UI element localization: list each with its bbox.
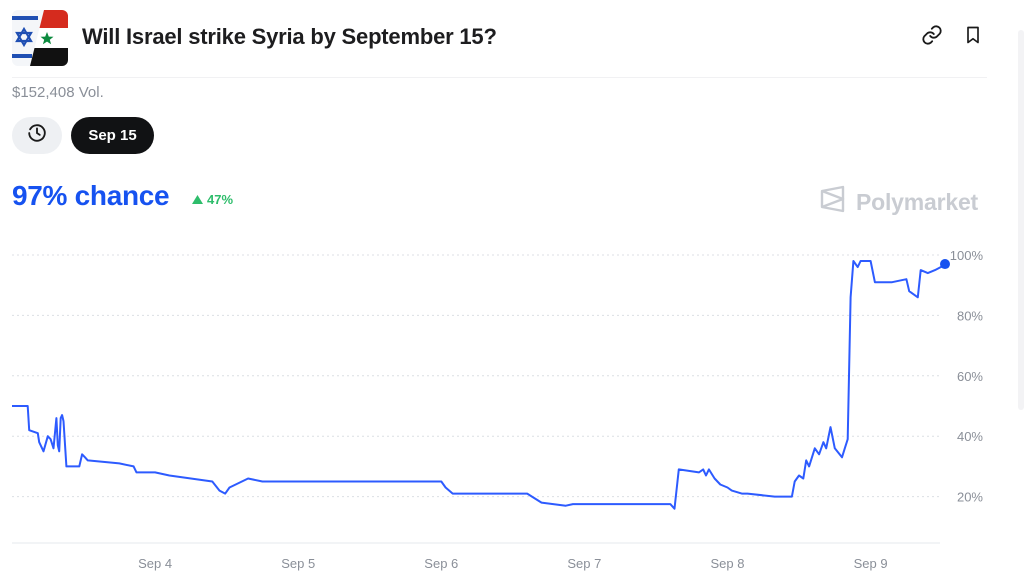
x-tick-label: Sep 9 — [854, 556, 888, 571]
scrollbar[interactable] — [1018, 30, 1024, 410]
triangle-up-icon — [192, 192, 203, 207]
x-tick-label: Sep 6 — [424, 556, 458, 571]
price-line — [12, 260, 946, 510]
bookmark-button[interactable] — [961, 25, 985, 49]
brand-name: Polymarket — [856, 188, 979, 215]
y-tick-label: 60% — [957, 369, 983, 384]
market-title: Will Israel strike Syria by September 15… — [82, 24, 497, 49]
clock-history-icon — [26, 122, 48, 149]
copy-link-button[interactable] — [920, 24, 944, 51]
probability-chart: 20% 40% 60% 80% 100% Sep 4 Sep 5 Sep 6 Sep 7 Sep… — [12, 248, 984, 571]
y-tick-label: 20% — [957, 490, 983, 505]
header-divider — [12, 77, 987, 78]
change-indicator: 47% — [192, 192, 233, 207]
volume-label: $152,408 Vol. — [12, 84, 104, 101]
date-filter-sep15[interactable]: Sep 15 — [71, 117, 154, 154]
x-tick-label: Sep 8 — [710, 556, 744, 571]
polymarket-logo: Polymarket — [820, 185, 978, 219]
link-icon — [921, 24, 943, 51]
market-header: Will Israel strike Syria by September 15… — [0, 0, 1024, 78]
last-price-dot[interactable] — [940, 259, 950, 270]
change-value: 47% — [207, 192, 234, 207]
israel-syria-flags-icon — [12, 10, 68, 66]
polymarket-icon — [820, 185, 846, 219]
y-tick-label: 100% — [950, 248, 984, 263]
y-tick-label: 80% — [957, 308, 983, 323]
x-tick-label: Sep 5 — [281, 556, 315, 571]
x-tick-label: Sep 7 — [567, 556, 601, 571]
chance-value: 97% chance — [12, 180, 170, 211]
x-tick-label: Sep 4 — [138, 556, 172, 571]
history-button[interactable] — [12, 117, 62, 154]
y-tick-label: 40% — [957, 429, 983, 444]
bookmark-icon — [963, 24, 983, 51]
